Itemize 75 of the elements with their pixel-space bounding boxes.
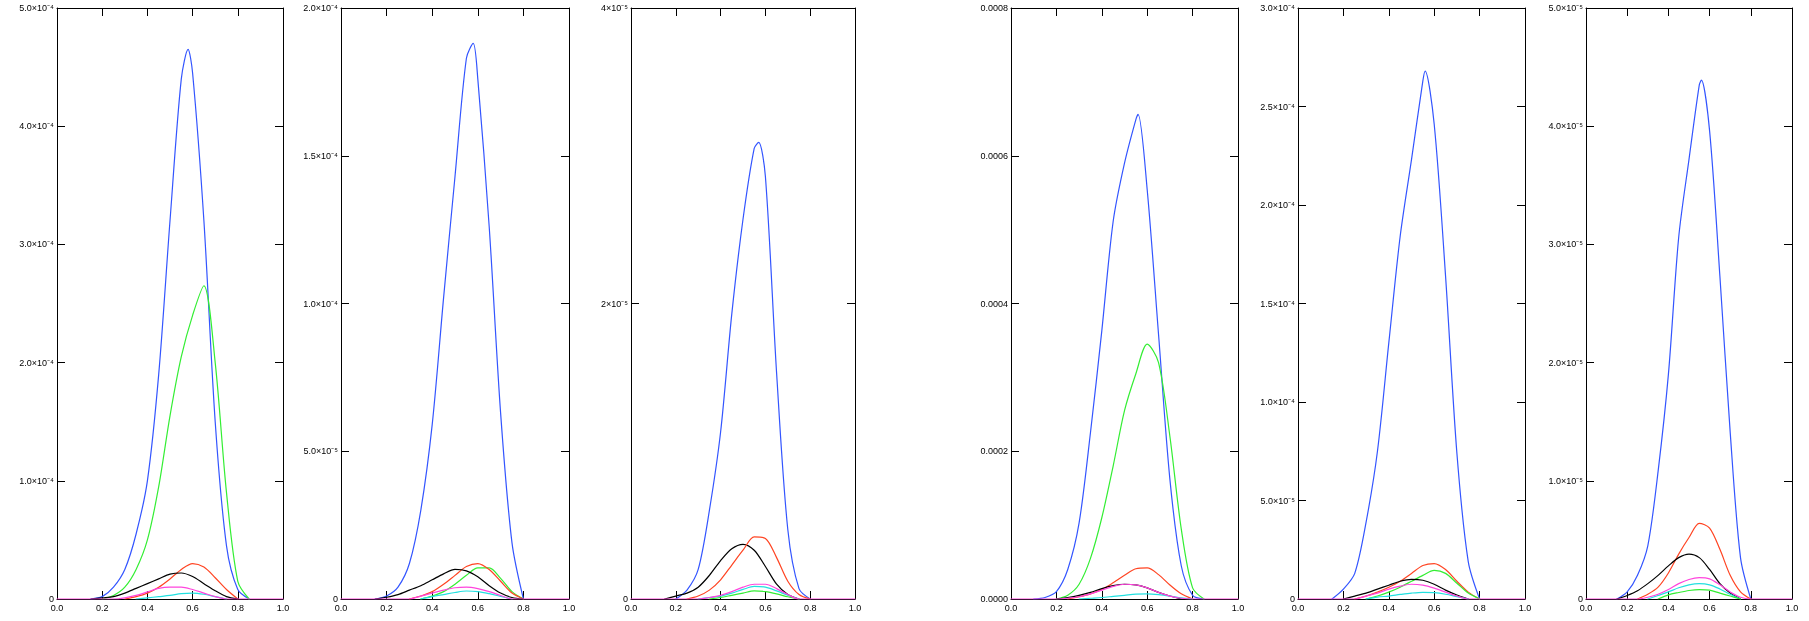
y-tick-label: 0: [1577, 594, 1583, 604]
x-tick-label: 0.0: [1004, 602, 1018, 613]
y-tick-label: 1.0×10⁻⁴: [1260, 397, 1296, 407]
y-tick-label: 1.0×10⁻⁴: [303, 298, 339, 309]
line-series: [1647, 583, 1742, 600]
x-tick-label: 0.2: [669, 602, 683, 613]
x-tick-label: 0.2: [95, 602, 109, 613]
x-tick-label: 0.6: [1140, 602, 1154, 613]
y-tick-label: 1.0×10⁻⁴: [19, 475, 55, 486]
x-tick-label: 0.8: [803, 602, 817, 613]
line-series: [1657, 588, 1742, 600]
line-series: [1636, 522, 1752, 600]
x-tick-label: 1.0: [276, 602, 290, 613]
line-series: [675, 141, 811, 600]
x-tick-label: 0.8: [1186, 602, 1199, 613]
x-tick-label: 0.0: [50, 602, 64, 613]
y-tick-label: 0: [48, 594, 54, 604]
line-series: [1331, 70, 1481, 600]
x-tick-label: 0.6: [471, 602, 485, 613]
x-tick-label: 0.0: [624, 602, 638, 613]
y-tick-label: 2.0×10⁻⁴: [303, 3, 339, 13]
x-tick-label: 0.6: [1427, 602, 1441, 613]
y-tick-label: 2.0×10⁻⁴: [1260, 200, 1296, 210]
x-tick-label: 1.0: [848, 602, 862, 613]
y-tick-label: 0: [1289, 594, 1295, 604]
x-tick-label: 0.8: [231, 602, 245, 613]
y-tick-label: 2.5×10⁻⁴: [1260, 101, 1296, 112]
x-tick-label: 0.2: [380, 602, 393, 613]
y-tick-label: 3.0×10⁻⁵: [1548, 239, 1584, 250]
x-tick-label: 0.4: [1382, 602, 1396, 613]
y-tick-label: 4.0×10⁻⁵: [1548, 121, 1584, 132]
y-tick-label: 4×10⁻⁵: [600, 3, 629, 13]
x-tick-label: 0.4: [1662, 602, 1675, 613]
x-tick-label: 1.0: [1785, 602, 1799, 613]
x-tick-label: 0.8: [1473, 602, 1486, 613]
y-tick-label: 0: [622, 594, 628, 604]
x-tick-label: 0.2: [1337, 602, 1350, 613]
y-tick-label: 5.0×10⁻⁵: [1548, 3, 1584, 13]
line-series: [124, 562, 239, 600]
x-tick-label: 0.4: [425, 602, 439, 613]
y-tick-label: 3.0×10⁻⁴: [19, 239, 55, 250]
x-tick-label: 0.2: [1050, 602, 1063, 613]
y-tick-label: 0.0006: [980, 150, 1008, 161]
x-tick-label: 0.2: [1620, 602, 1634, 613]
y-tick-label: 5.0×10⁻⁵: [1260, 495, 1296, 506]
x-tick-label: 0.8: [517, 602, 530, 613]
x-tick-label: 1.0: [1231, 602, 1245, 613]
y-tick-label: 1.0×10⁻⁵: [1548, 475, 1584, 486]
y-tick-label: 3.0×10⁻⁴: [1260, 3, 1296, 13]
x-tick-label: 0.0: [1291, 602, 1305, 613]
x-tick-label: 0.0: [1579, 602, 1593, 613]
x-tick-label: 0.4: [141, 602, 154, 613]
y-tick-label: 0.0008: [980, 3, 1008, 13]
y-tick-label: 1.5×10⁻⁴: [1260, 298, 1296, 309]
y-tick-label: 0.0004: [980, 298, 1008, 309]
y-tick-label: 0: [332, 594, 338, 604]
y-tick-label: 0.0002: [980, 446, 1008, 457]
x-tick-label: 0.6: [1703, 602, 1716, 613]
x-tick-label: 0.8: [1744, 602, 1758, 613]
x-tick-label: 0.4: [1095, 602, 1109, 613]
y-tick-label: 5.0×10⁻⁵: [303, 446, 339, 457]
y-tick-label: 1.5×10⁻⁴: [303, 150, 339, 161]
y-tick-label: 2.0×10⁻⁴: [19, 357, 55, 368]
y-tick-label: 2×10⁻⁵: [600, 298, 629, 309]
y-tick-label: 0.0000: [980, 594, 1008, 604]
y-tick-label: 2.0×10⁻⁵: [1548, 357, 1584, 368]
x-tick-label: 0.4: [714, 602, 727, 613]
y-tick-label: 4.0×10⁻⁴: [19, 121, 55, 132]
x-tick-label: 0.0: [334, 602, 348, 613]
line-series: [1616, 79, 1752, 600]
y-tick-label: 5.0×10⁻⁴: [19, 3, 55, 13]
x-tick-label: 1.0: [562, 602, 576, 613]
x-tick-label: 1.0: [1518, 602, 1532, 613]
x-tick-label: 0.6: [186, 602, 199, 613]
x-tick-label: 0.6: [759, 602, 772, 613]
